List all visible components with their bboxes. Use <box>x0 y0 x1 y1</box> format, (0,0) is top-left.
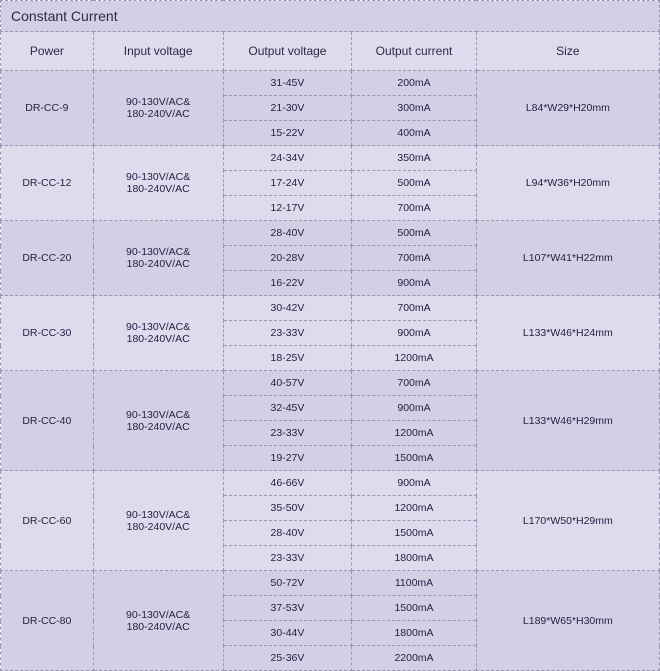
cell-output-voltage: 37-53V <box>223 596 352 621</box>
table-row: DR-CC-4090-130V/AC&180-240V/AC40-57V700m… <box>1 371 660 396</box>
table-row: DR-CC-990-130V/AC&180-240V/AC31-45V200mA… <box>1 71 660 96</box>
cell-output-voltage: 23-33V <box>223 546 352 571</box>
cell-output-voltage: 32-45V <box>223 396 352 421</box>
cell-output-voltage: 17-24V <box>223 171 352 196</box>
cell-input-voltage: 90-130V/AC&180-240V/AC <box>93 71 223 146</box>
table-body: DR-CC-990-130V/AC&180-240V/AC31-45V200mA… <box>1 71 660 671</box>
cell-output-voltage: 12-17V <box>223 196 352 221</box>
cell-power: DR-CC-60 <box>1 471 94 571</box>
cell-output-current: 700mA <box>352 296 476 321</box>
cell-output-voltage: 25-36V <box>223 646 352 671</box>
cell-output-current: 500mA <box>352 221 476 246</box>
cell-output-voltage: 28-40V <box>223 221 352 246</box>
cell-output-current: 700mA <box>352 371 476 396</box>
cell-power: DR-CC-40 <box>1 371 94 471</box>
cell-output-voltage: 18-25V <box>223 346 352 371</box>
cell-power: DR-CC-12 <box>1 146 94 221</box>
cell-output-current: 900mA <box>352 471 476 496</box>
cell-output-current: 1500mA <box>352 446 476 471</box>
cell-output-voltage: 23-33V <box>223 321 352 346</box>
cell-size: L94*W36*H20mm <box>476 146 659 221</box>
cell-output-voltage: 20-28V <box>223 246 352 271</box>
cell-size: L170*W50*H29mm <box>476 471 659 571</box>
cell-size: L107*W41*H22mm <box>476 221 659 296</box>
table-row: DR-CC-1290-130V/AC&180-240V/AC24-34V350m… <box>1 146 660 171</box>
table-header-row: Power Input voltage Output voltage Outpu… <box>1 32 660 71</box>
cell-output-voltage: 15-22V <box>223 121 352 146</box>
cell-output-current: 2200mA <box>352 646 476 671</box>
col-input-header: Input voltage <box>93 32 223 71</box>
table-row: DR-CC-2090-130V/AC&180-240V/AC28-40V500m… <box>1 221 660 246</box>
cell-size: L133*W46*H24mm <box>476 296 659 371</box>
cell-output-current: 1500mA <box>352 521 476 546</box>
cell-output-current: 1200mA <box>352 346 476 371</box>
cell-output-voltage: 40-57V <box>223 371 352 396</box>
cell-input-voltage: 90-130V/AC&180-240V/AC <box>93 296 223 371</box>
cell-power: DR-CC-20 <box>1 221 94 296</box>
cell-output-voltage: 28-40V <box>223 521 352 546</box>
cell-output-current: 900mA <box>352 321 476 346</box>
cell-input-voltage: 90-130V/AC&180-240V/AC <box>93 571 223 671</box>
table-row: DR-CC-6090-130V/AC&180-240V/AC46-66V900m… <box>1 471 660 496</box>
cell-output-voltage: 24-34V <box>223 146 352 171</box>
cell-output-voltage: 46-66V <box>223 471 352 496</box>
cell-output-voltage: 30-44V <box>223 621 352 646</box>
cell-input-voltage: 90-130V/AC&180-240V/AC <box>93 221 223 296</box>
table-row: DR-CC-8090-130V/AC&180-240V/AC50-72V1100… <box>1 571 660 596</box>
col-outc-header: Output current <box>352 32 476 71</box>
cell-output-current: 500mA <box>352 171 476 196</box>
cell-output-current: 1200mA <box>352 421 476 446</box>
cell-output-current: 200mA <box>352 71 476 96</box>
table-row: DR-CC-3090-130V/AC&180-240V/AC30-42V700m… <box>1 296 660 321</box>
cell-input-voltage: 90-130V/AC&180-240V/AC <box>93 146 223 221</box>
cell-output-current: 900mA <box>352 396 476 421</box>
cell-output-current: 900mA <box>352 271 476 296</box>
cell-power: DR-CC-30 <box>1 296 94 371</box>
cell-output-current: 1200mA <box>352 496 476 521</box>
cell-size: L189*W65*H30mm <box>476 571 659 671</box>
cell-output-voltage: 21-30V <box>223 96 352 121</box>
col-size-header: Size <box>476 32 659 71</box>
spec-table: Constant Current Power Input voltage Out… <box>0 0 660 671</box>
cell-output-current: 1500mA <box>352 596 476 621</box>
cell-output-current: 1800mA <box>352 546 476 571</box>
cell-output-voltage: 50-72V <box>223 571 352 596</box>
cell-output-voltage: 31-45V <box>223 71 352 96</box>
cell-output-voltage: 35-50V <box>223 496 352 521</box>
cell-output-current: 300mA <box>352 96 476 121</box>
cell-input-voltage: 90-130V/AC&180-240V/AC <box>93 471 223 571</box>
col-outv-header: Output voltage <box>223 32 352 71</box>
cell-input-voltage: 90-130V/AC&180-240V/AC <box>93 371 223 471</box>
cell-power: DR-CC-9 <box>1 71 94 146</box>
cell-output-current: 1800mA <box>352 621 476 646</box>
cell-power: DR-CC-80 <box>1 571 94 671</box>
cell-output-current: 350mA <box>352 146 476 171</box>
table-title: Constant Current <box>1 1 660 32</box>
cell-output-voltage: 19-27V <box>223 446 352 471</box>
cell-size: L133*W46*H29mm <box>476 371 659 471</box>
cell-output-current: 700mA <box>352 196 476 221</box>
cell-output-current: 700mA <box>352 246 476 271</box>
cell-output-voltage: 23-33V <box>223 421 352 446</box>
cell-output-voltage: 16-22V <box>223 271 352 296</box>
cell-output-voltage: 30-42V <box>223 296 352 321</box>
cell-size: L84*W29*H20mm <box>476 71 659 146</box>
col-power-header: Power <box>1 32 94 71</box>
cell-output-current: 1100mA <box>352 571 476 596</box>
cell-output-current: 400mA <box>352 121 476 146</box>
